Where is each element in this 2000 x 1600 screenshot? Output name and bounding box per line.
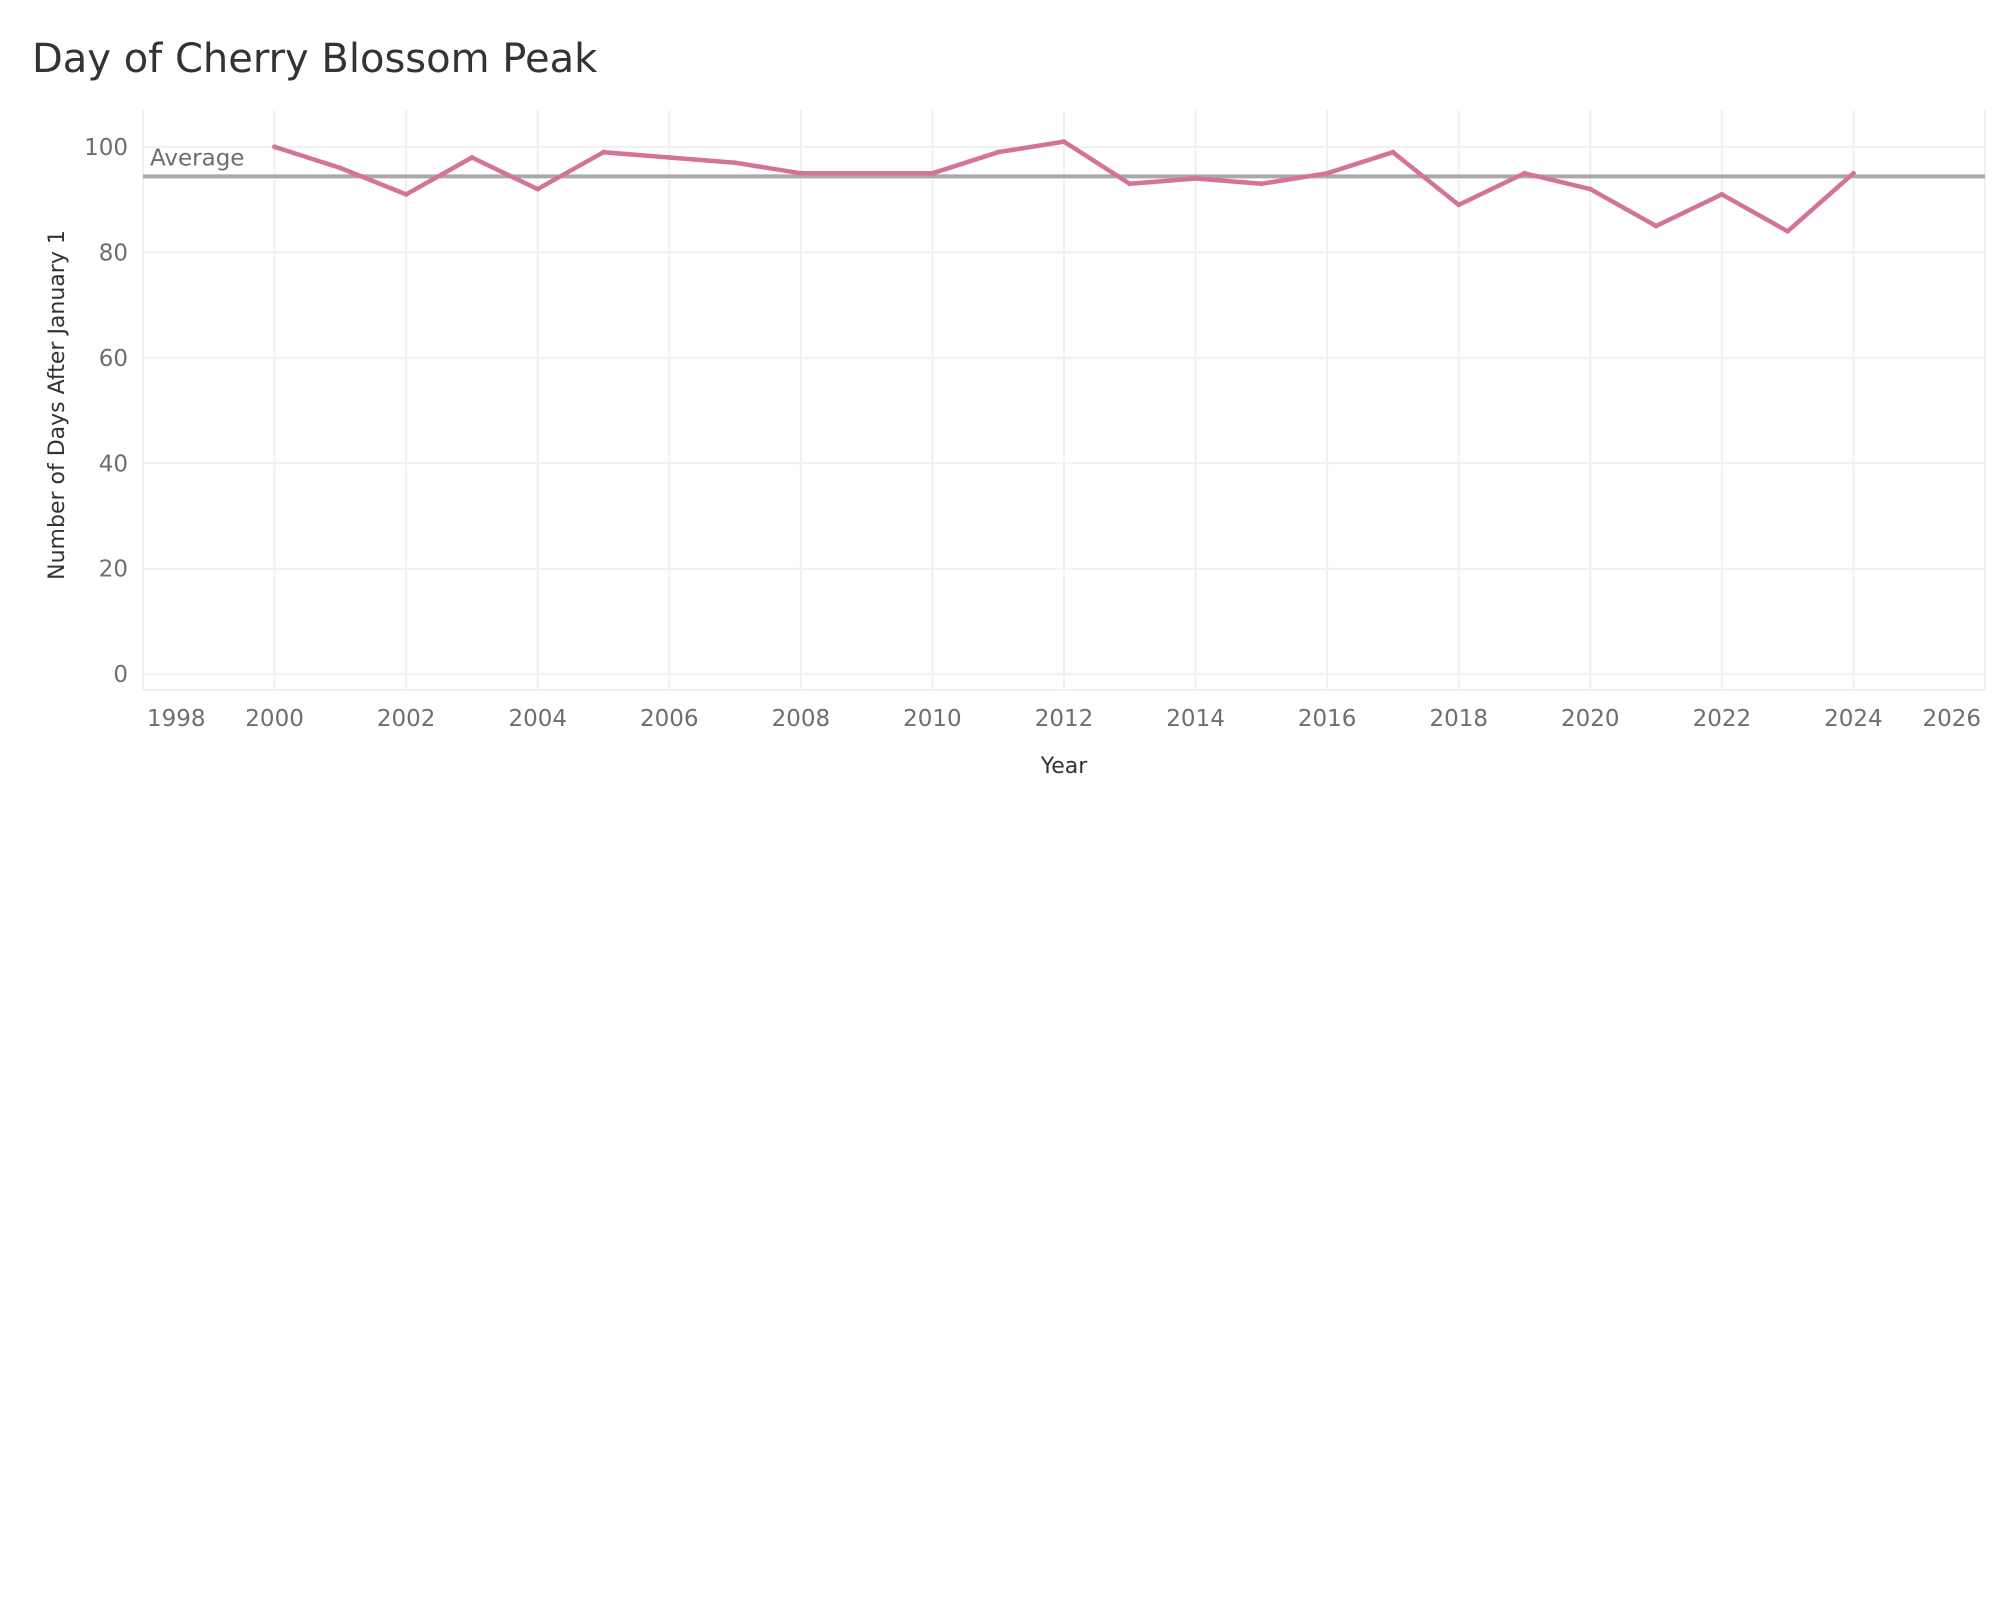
y-tick-label: 20 — [99, 557, 128, 583]
data-point — [995, 149, 1001, 155]
x-axis-title: Year — [1040, 754, 1089, 779]
x-tick-label: 2006 — [640, 706, 699, 732]
data-point — [1258, 181, 1264, 187]
x-tick-label: 2002 — [377, 706, 436, 732]
data-point — [601, 149, 606, 155]
data-point — [337, 165, 343, 171]
y-tick-label: 40 — [99, 451, 128, 477]
data-point — [1456, 202, 1462, 208]
data-point — [1587, 186, 1593, 192]
average-label: Average — [150, 145, 244, 171]
axis-labels: 0 20 40 60 80 100 1998 2000 2002 2004 2006 2008 2010… — [45, 135, 1981, 779]
data-point — [1522, 170, 1527, 176]
data-point — [1390, 149, 1396, 155]
data-point — [1719, 191, 1725, 197]
y-tick-label: 60 — [99, 346, 128, 372]
data-point — [1653, 223, 1659, 229]
x-tick-label: 2026 — [1922, 706, 1981, 732]
x-tick-label: 2010 — [903, 706, 962, 732]
data-point — [1193, 176, 1199, 182]
data-point — [1850, 170, 1856, 176]
data-point — [469, 154, 475, 160]
average-reference: Average — [143, 145, 1985, 179]
x-tick-label: 2016 — [1298, 706, 1357, 732]
series-layer — [272, 139, 1856, 234]
y-tick-label: 100 — [84, 135, 128, 161]
y-tick-label: 0 — [113, 662, 128, 688]
y-axis-title: Number of Days After January 1 — [45, 230, 70, 580]
x-tick-label: 2000 — [245, 706, 304, 732]
data-point — [864, 170, 870, 176]
x-tick-label: 2012 — [1035, 706, 1094, 732]
x-tick-label: 2014 — [1166, 706, 1225, 732]
x-tick-label: 1998 — [147, 706, 206, 732]
data-point — [272, 144, 278, 150]
data-point — [732, 160, 738, 166]
y-tick-label: 80 — [99, 240, 128, 266]
data-point — [1127, 181, 1133, 187]
axes — [142, 110, 1985, 691]
x-tick-label: 2024 — [1824, 706, 1883, 732]
x-tick-label: 2008 — [772, 706, 831, 732]
data-point — [403, 191, 409, 197]
data-point — [1324, 170, 1330, 176]
data-point — [1061, 139, 1067, 145]
data-point — [666, 154, 672, 160]
chart-title: Day of Cherry Blossom Peak — [32, 36, 598, 82]
grid — [142, 110, 1986, 690]
x-tick-label: 2018 — [1429, 706, 1488, 732]
data-point — [798, 170, 804, 176]
data-point — [535, 186, 541, 192]
x-tick-label: 2022 — [1693, 706, 1752, 732]
x-tick-label: 2020 — [1561, 706, 1620, 732]
data-point — [1785, 228, 1791, 234]
x-tick-label: 2004 — [508, 706, 567, 732]
data-point — [929, 170, 935, 176]
